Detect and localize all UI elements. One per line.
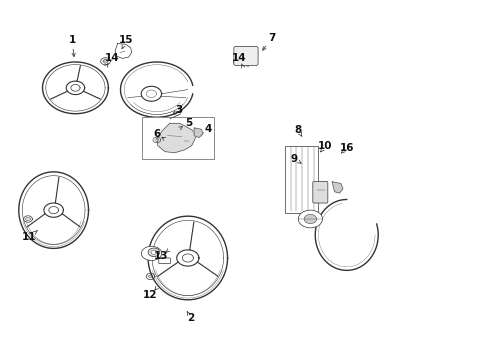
Text: 13: 13 <box>154 251 169 261</box>
Text: 6: 6 <box>153 129 160 139</box>
Text: 1: 1 <box>69 35 75 45</box>
Text: 14: 14 <box>104 53 119 63</box>
Text: 5: 5 <box>185 118 192 127</box>
Circle shape <box>304 215 317 224</box>
Text: 2: 2 <box>187 312 195 323</box>
Text: 7: 7 <box>268 33 275 43</box>
Circle shape <box>298 210 322 228</box>
Polygon shape <box>332 182 343 193</box>
Polygon shape <box>157 123 196 153</box>
Text: 8: 8 <box>294 125 302 135</box>
Text: 16: 16 <box>340 143 354 153</box>
FancyBboxPatch shape <box>313 181 328 203</box>
Text: 9: 9 <box>291 154 298 164</box>
Text: 12: 12 <box>143 290 158 300</box>
Text: 14: 14 <box>232 53 246 63</box>
Circle shape <box>239 59 244 63</box>
Text: 4: 4 <box>205 123 212 134</box>
Text: 10: 10 <box>318 141 333 151</box>
Circle shape <box>148 248 160 257</box>
Text: 11: 11 <box>22 232 37 242</box>
Ellipse shape <box>141 246 162 260</box>
FancyBboxPatch shape <box>159 258 171 264</box>
Bar <box>142 117 214 159</box>
Text: 3: 3 <box>175 105 182 115</box>
Bar <box>285 146 318 213</box>
FancyBboxPatch shape <box>234 46 258 66</box>
Circle shape <box>151 250 157 255</box>
Text: 15: 15 <box>119 35 134 45</box>
Polygon shape <box>194 128 203 138</box>
